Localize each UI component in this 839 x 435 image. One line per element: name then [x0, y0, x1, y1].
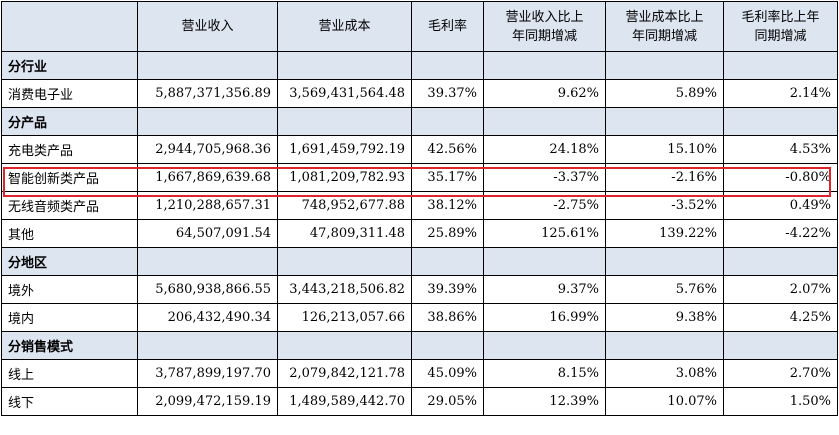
row-label: 线下 [1, 387, 138, 416]
table-row: 充电类产品 2,944,705,968.36 1,691,459,792.19 … [1, 135, 838, 164]
table-row: 无线音频类产品 1,210,288,657.31 748,952,677.88 … [1, 191, 838, 220]
section-row-region: 分地区 [1, 247, 838, 276]
header-revenue-yoy-l1: 营业收入比上 [505, 9, 584, 25]
margin-yoy-cell: 2.70% [723, 359, 838, 388]
cost-cell: 3,569,431,564.48 [277, 79, 412, 108]
header-cost-yoy-l2: 年同期增减 [631, 28, 697, 44]
revenue-yoy-cell: 16.99% [483, 303, 606, 332]
table-row: 消费电子业 5,887,371,356.89 3,569,431,564.48 … [1, 79, 838, 108]
margin-cell: 39.37% [411, 79, 484, 108]
cost-cell: 1,489,589,442.70 [277, 387, 412, 416]
revenue-cell: 1,210,288,657.31 [137, 191, 278, 220]
header-cost-yoy-l1: 营业成本比上 [625, 9, 704, 25]
margin-cell: 38.12% [411, 191, 484, 220]
cost-yoy-cell: -2.16% [605, 163, 724, 192]
revenue-cell: 5,680,938,866.55 [137, 275, 278, 304]
revenue-yoy-cell: -2.75% [483, 191, 606, 220]
revenue-yoy-cell: 9.62% [483, 79, 606, 108]
header-revenue-yoy: 营业收入比上 年同期增减 [483, 1, 606, 52]
cost-cell: 1,691,459,792.19 [277, 135, 412, 164]
margin-cell: 39.39% [411, 275, 484, 304]
row-label: 其他 [1, 219, 138, 248]
table-row: 线上 3,787,899,197.70 2,079,842,121.78 45.… [1, 359, 838, 388]
header-revenue-yoy-l2: 年同期增减 [511, 28, 577, 44]
section-label: 分销售模式 [1, 331, 138, 360]
revenue-yoy-cell: 125.61% [483, 219, 606, 248]
margin-cell: 38.86% [411, 303, 484, 332]
table-row: 其他 64,507,091.54 47,809,311.48 25.89% 12… [1, 219, 838, 248]
cost-yoy-cell: 15.10% [605, 135, 724, 164]
row-label: 境外 [1, 275, 138, 304]
header-gross-margin: 毛利率 [411, 1, 484, 52]
cost-yoy-cell: 3.08% [605, 359, 724, 388]
margin-yoy-cell: 2.07% [723, 275, 838, 304]
row-label: 充电类产品 [1, 135, 138, 164]
header-margin-yoy-l2: 同期增减 [754, 28, 807, 44]
margin-cell: 42.56% [411, 135, 484, 164]
section-label: 分产品 [1, 107, 138, 136]
revenue-yoy-cell: 8.15% [483, 359, 606, 388]
cost-yoy-cell: 5.76% [605, 275, 724, 304]
header-row: 营业收入 营业成本 毛利率 营业收入比上 年同期增减 营业成本比上 年同期增减 毛利… [1, 1, 838, 52]
cost-cell: 2,079,842,121.78 [277, 359, 412, 388]
cost-yoy-cell: -3.52% [605, 191, 724, 220]
margin-yoy-cell: 4.53% [723, 135, 838, 164]
cost-yoy-cell: 5.89% [605, 79, 724, 108]
revenue-yoy-cell: 12.39% [483, 387, 606, 416]
cost-yoy-cell: 10.07% [605, 387, 724, 416]
revenue-cell: 64,507,091.54 [137, 219, 278, 248]
table-row: 境内 206,432,490.34 126,213,057.66 38.86% … [1, 303, 838, 332]
revenue-yoy-cell: 9.37% [483, 275, 606, 304]
revenue-cell: 5,887,371,356.89 [137, 79, 278, 108]
header-cost: 营业成本 [277, 1, 412, 52]
margin-yoy-cell: 4.25% [723, 303, 838, 332]
margin-cell: 35.17% [411, 163, 484, 192]
row-label: 境内 [1, 303, 138, 332]
header-margin-yoy-l1: 毛利率比上年 [741, 9, 820, 25]
cost-cell: 1,081,209,782.93 [277, 163, 412, 192]
revenue-yoy-cell: -3.37% [483, 163, 606, 192]
section-row-sales-mode: 分销售模式 [1, 331, 838, 360]
section-label: 分行业 [1, 51, 138, 80]
table-row-highlighted: 智能创新类产品 1,667,869,639.68 1,081,209,782.9… [1, 163, 838, 192]
header-margin-yoy: 毛利率比上年 同期增减 [723, 1, 838, 52]
revenue-cell: 206,432,490.34 [137, 303, 278, 332]
margin-yoy-cell: 1.50% [723, 387, 838, 416]
cost-yoy-cell: 139.22% [605, 219, 724, 248]
row-label: 智能创新类产品 [1, 163, 138, 192]
margin-yoy-cell: 2.14% [723, 79, 838, 108]
cost-cell: 126,213,057.66 [277, 303, 412, 332]
margin-yoy-cell: -0.80% [723, 163, 838, 192]
margin-yoy-cell: -4.22% [723, 219, 838, 248]
section-row-product: 分产品 [1, 107, 838, 136]
section-row-industry: 分行业 [1, 51, 838, 80]
revenue-cell: 2,944,705,968.36 [137, 135, 278, 164]
cost-cell: 3,443,218,506.82 [277, 275, 412, 304]
row-label: 线上 [1, 359, 138, 388]
cost-cell: 47,809,311.48 [277, 219, 412, 248]
row-label: 无线音频类产品 [1, 191, 138, 220]
revenue-breakdown-table: 营业收入 营业成本 毛利率 营业收入比上 年同期增减 营业成本比上 年同期增减 毛利… [1, 1, 838, 416]
table-row: 线下 2,099,472,159.19 1,489,589,442.70 29.… [1, 387, 838, 416]
row-label: 消费电子业 [1, 79, 138, 108]
table-row: 境外 5,680,938,866.55 3,443,218,506.82 39.… [1, 275, 838, 304]
header-blank [1, 1, 138, 52]
margin-cell: 45.09% [411, 359, 484, 388]
header-revenue: 营业收入 [137, 1, 278, 52]
cost-yoy-cell: 9.38% [605, 303, 724, 332]
margin-cell: 29.05% [411, 387, 484, 416]
section-label: 分地区 [1, 247, 138, 276]
revenue-cell: 3,787,899,197.70 [137, 359, 278, 388]
revenue-yoy-cell: 24.18% [483, 135, 606, 164]
header-cost-yoy: 营业成本比上 年同期增减 [605, 1, 724, 52]
cost-cell: 748,952,677.88 [277, 191, 412, 220]
margin-yoy-cell: 0.49% [723, 191, 838, 220]
revenue-cell: 2,099,472,159.19 [137, 387, 278, 416]
revenue-cell: 1,667,869,639.68 [137, 163, 278, 192]
margin-cell: 25.89% [411, 219, 484, 248]
